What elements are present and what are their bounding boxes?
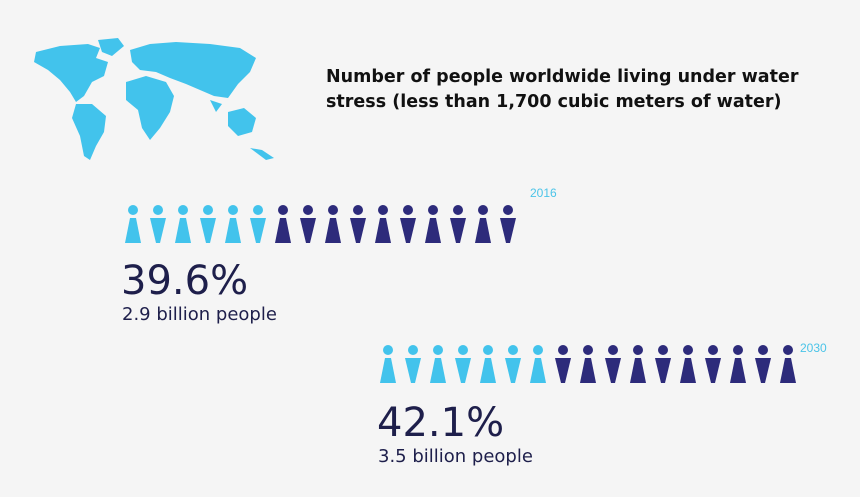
person-body [250,218,266,243]
person-head [708,345,718,355]
person-body [275,218,291,243]
person-body [655,358,671,383]
person-body [405,358,421,383]
person-body [225,218,241,243]
person-head [733,345,743,355]
person-body [605,358,621,383]
person-head [403,205,413,215]
person-head [478,205,488,215]
person-head [503,205,513,215]
person-head [458,345,468,355]
people-count: 2.9 billion people [122,304,277,325]
percent: 39.6% [121,258,248,304]
person-head [378,205,388,215]
person-body [500,218,516,243]
person-head [658,345,668,355]
person-head [608,345,618,355]
person-body [350,218,366,243]
year-label: 2016 [530,186,557,200]
person-head [508,345,518,355]
person-head [128,205,138,215]
person-head [278,205,288,215]
percent: 42.1% [377,400,504,446]
person-body [505,358,521,383]
person-body [555,358,571,383]
person-head [758,345,768,355]
person-body [450,218,466,243]
person-head [433,345,443,355]
person-body [430,358,446,383]
person-head [453,205,463,215]
person-body [680,358,696,383]
person-body [780,358,796,383]
pictogram-rows [125,205,796,383]
person-body [730,358,746,383]
person-body [400,218,416,243]
person-head [683,345,693,355]
world-map [34,38,274,160]
person-head [428,205,438,215]
person-head [328,205,338,215]
person-head [483,345,493,355]
person-body [705,358,721,383]
person-head [353,205,363,215]
person-body [300,218,316,243]
title-line: stress (less than 1,700 cubic meters of … [326,92,782,112]
person-head [303,205,313,215]
person-head [783,345,793,355]
person-body [175,218,191,243]
person-body [200,218,216,243]
person-head [533,345,543,355]
person-body [150,218,166,243]
person-head [228,205,238,215]
people-count: 3.5 billion people [378,446,533,467]
person-body [325,218,341,243]
person-head [383,345,393,355]
person-head [253,205,263,215]
person-body [530,358,546,383]
person-head [153,205,163,215]
person-body [375,218,391,243]
year-label: 2030 [800,341,827,355]
person-head [633,345,643,355]
person-body [755,358,771,383]
person-head [583,345,593,355]
person-body [630,358,646,383]
person-body [580,358,596,383]
person-body [125,218,141,243]
person-body [380,358,396,383]
person-head [408,345,418,355]
person-head [558,345,568,355]
person-head [203,205,213,215]
person-head [178,205,188,215]
person-body [475,218,491,243]
person-body [480,358,496,383]
person-body [425,218,441,243]
person-body [455,358,471,383]
title-line: Number of people worldwide living under … [326,67,799,87]
